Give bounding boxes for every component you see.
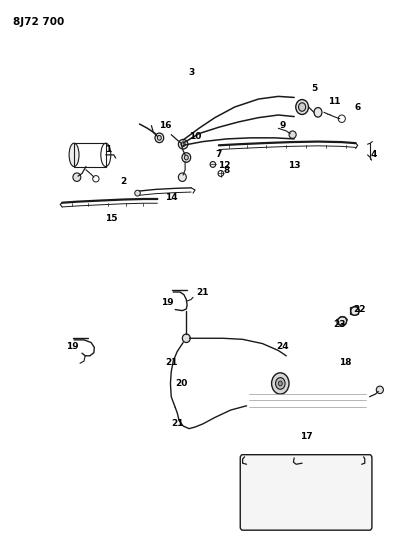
Ellipse shape — [73, 173, 81, 181]
Text: 11: 11 — [328, 97, 340, 106]
Ellipse shape — [182, 334, 190, 343]
Ellipse shape — [271, 373, 289, 394]
Ellipse shape — [298, 103, 306, 111]
Ellipse shape — [376, 386, 383, 393]
Text: 21: 21 — [165, 358, 178, 367]
Text: 12: 12 — [219, 161, 231, 170]
Text: 6: 6 — [355, 102, 361, 111]
Ellipse shape — [338, 317, 347, 326]
Ellipse shape — [178, 173, 186, 181]
Text: 16: 16 — [159, 121, 172, 130]
Text: 13: 13 — [288, 161, 300, 170]
Text: 5: 5 — [311, 84, 317, 93]
Text: 7: 7 — [216, 150, 222, 159]
Text: 20: 20 — [175, 379, 187, 388]
Text: 1: 1 — [105, 145, 111, 154]
Text: 22: 22 — [353, 304, 366, 313]
Text: 17: 17 — [300, 432, 312, 441]
Ellipse shape — [181, 142, 185, 147]
Text: 14: 14 — [165, 193, 178, 202]
Ellipse shape — [184, 155, 188, 160]
Ellipse shape — [296, 100, 308, 115]
Ellipse shape — [178, 140, 188, 149]
Ellipse shape — [157, 135, 161, 140]
Ellipse shape — [278, 381, 282, 386]
Text: 24: 24 — [276, 342, 289, 351]
Text: 19: 19 — [66, 342, 78, 351]
Ellipse shape — [314, 108, 322, 117]
Text: 21: 21 — [197, 287, 209, 296]
Ellipse shape — [275, 377, 285, 389]
Text: 18: 18 — [339, 358, 352, 367]
FancyBboxPatch shape — [240, 455, 372, 530]
Ellipse shape — [210, 161, 216, 167]
Text: 2: 2 — [121, 177, 127, 186]
Ellipse shape — [351, 307, 359, 316]
Text: 15: 15 — [105, 214, 118, 223]
Text: 19: 19 — [161, 298, 174, 307]
Text: 23: 23 — [334, 320, 346, 329]
Text: 8J72 700: 8J72 700 — [13, 17, 64, 27]
Text: 9: 9 — [279, 121, 285, 130]
Ellipse shape — [135, 190, 140, 196]
Text: 8: 8 — [224, 166, 230, 175]
Text: 10: 10 — [189, 132, 201, 141]
Ellipse shape — [69, 143, 79, 166]
Ellipse shape — [155, 133, 164, 143]
Text: 21: 21 — [171, 419, 183, 428]
Text: 4: 4 — [370, 150, 377, 159]
Text: 3: 3 — [188, 68, 194, 77]
Ellipse shape — [289, 131, 296, 139]
Ellipse shape — [182, 153, 191, 163]
